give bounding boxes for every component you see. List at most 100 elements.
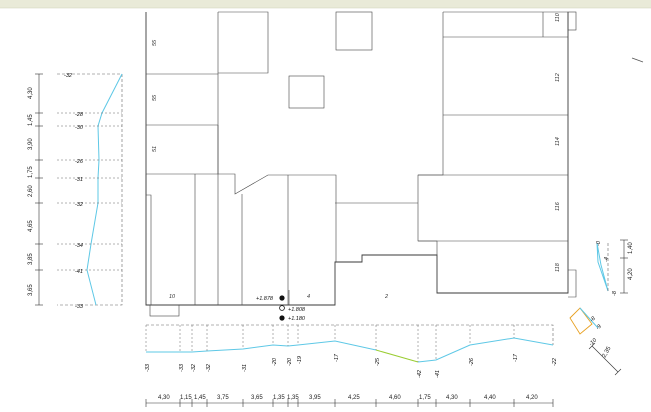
room-51: [146, 74, 219, 175]
bottom-profile-line: [146, 340, 377, 353]
bottom-dimension: 1,75: [419, 395, 431, 401]
room-label: 55: [152, 39, 158, 46]
room-label: 2: [384, 294, 388, 300]
right-rooms: [418, 11, 568, 242]
bottom-elevation: -25: [375, 357, 381, 366]
left-elevation: -33: [75, 304, 84, 310]
bottom-elevation: -20: [287, 357, 293, 366]
bottom-ticks: [179, 325, 515, 362]
left-profile: -32 -28 -30 -26 -31 -32 -34 -41 -33 4,30…: [28, 73, 123, 310]
left-dimension: 2,60: [28, 185, 34, 197]
bottom-elevation: -19: [297, 356, 303, 364]
bottom-elevation: -31: [242, 364, 248, 372]
left-elevation: -32: [64, 73, 72, 79]
left-dimension: 4,65: [28, 220, 34, 232]
room-label: 112: [555, 73, 561, 82]
bottom-dimension: 4,40: [484, 395, 496, 401]
room-label: 110: [555, 12, 561, 22]
bottom-elevation: -32: [191, 364, 197, 372]
bottom-dimension: 4,30: [158, 395, 170, 401]
elevation-point-marker: [279, 315, 285, 321]
left-dimension: 1,45: [28, 114, 34, 126]
right-notch: [567, 11, 577, 31]
left-elevation: -32: [75, 202, 83, 208]
right-dimension: 2,35: [602, 345, 613, 359]
bottom-dimension: 1,35: [273, 395, 285, 401]
elevation-point-marker: [279, 305, 285, 311]
bottom-dimension: 4,30: [446, 395, 458, 401]
bottom-dimension: 1,35: [287, 395, 299, 401]
bottom-dimension: 4,20: [526, 395, 538, 401]
room-label: 4: [307, 294, 310, 300]
inclined-box: [569, 307, 593, 335]
left-elevation: -28: [75, 112, 84, 118]
bottom-dimension: 1,15: [180, 395, 192, 401]
left-elevation: -31: [75, 177, 83, 183]
left-dimension: 3,90: [28, 138, 34, 150]
bottom-dimension: 3,65: [251, 395, 263, 401]
room-label: 114: [555, 137, 561, 146]
right-dimension: 1,40: [628, 242, 634, 254]
room-label: 118: [555, 262, 561, 272]
elevation-point-label: +1.808: [288, 307, 306, 313]
elevation-point-label: +1.180: [288, 316, 306, 322]
north-arrow-icon: [631, 57, 644, 63]
left-dimension: 3,85: [28, 253, 34, 265]
right-elevation: -4: [604, 257, 610, 262]
bottom-profile-line-highlight: [375, 349, 419, 363]
left-dimension: 1,75: [28, 166, 34, 178]
bottom-dimension: 1,45: [194, 395, 206, 401]
bottom-profile-box: [146, 324, 554, 345]
bottom-dimension: 3,75: [217, 395, 229, 401]
left-profile-box: [57, 73, 123, 306]
room-10: [145, 174, 219, 305]
inner-box-mid: [288, 75, 325, 109]
inner-box-top: [335, 11, 373, 51]
right-notch-2: [568, 269, 577, 298]
bottom-elevation: -22: [552, 358, 558, 366]
right-elevation: -8: [589, 315, 597, 323]
bottom-elevation: -41: [435, 370, 441, 378]
bottom-elevation: -17: [513, 353, 519, 362]
right-profile: -0 -4 -8 1,40 4,20 -8 -9 -10 2,35: [569, 239, 634, 376]
bottom-dimension: 4,25: [348, 395, 360, 401]
left-elevation: -41: [75, 269, 83, 275]
room-4: [241, 175, 290, 305]
left-elevation: -26: [75, 159, 84, 165]
floor-plan: 55 55 51 110 112 114 116 118 10 4 2 +1.8…: [145, 11, 644, 322]
inclined-profile: [579, 307, 599, 329]
bottom-elevation: -32: [206, 364, 212, 372]
bottom-elevation: -33: [145, 363, 151, 372]
bottom-elevation: -33: [179, 363, 185, 372]
left-elevation: -34: [75, 243, 83, 249]
room-label: 55: [152, 94, 158, 101]
right-dimension: 4,20: [628, 268, 634, 280]
bottom-dimension: 4,60: [389, 395, 401, 401]
elevation-point-label: +1.878: [256, 296, 274, 302]
bottom-dimension: 3,95: [309, 395, 321, 401]
bottom-elevation: -17: [334, 353, 340, 362]
left-ticks: [57, 112, 122, 271]
central-block: [217, 11, 444, 262]
stair-box: [149, 304, 180, 317]
room-label: 51: [152, 146, 158, 152]
room-label: 116: [555, 201, 561, 211]
left-profile-line: [86, 73, 123, 306]
right-profile-line: [596, 242, 609, 292]
right-elevation: -0: [596, 240, 602, 246]
bottom-elevation: -26: [469, 357, 475, 366]
left-dimension: 4,30: [28, 87, 34, 99]
top-band: [0, 0, 651, 8]
bottom-elevation: -42: [417, 370, 423, 378]
bottom-profile-line-2: [417, 337, 554, 363]
right-elevation: -8: [612, 290, 618, 296]
right-elevation: -10: [588, 337, 599, 348]
bottom-elevation: -20: [272, 357, 278, 366]
left-elevation: -30: [75, 125, 84, 131]
building-outline: [145, 12, 569, 306]
elevation-point-marker: [279, 295, 285, 301]
room-label: 10: [169, 294, 176, 300]
bottom-profile: -33 -33 -32 -32 -31 -20 -20 -19 -17 -25 …: [145, 324, 558, 407]
right-elevation: -9: [595, 324, 603, 332]
